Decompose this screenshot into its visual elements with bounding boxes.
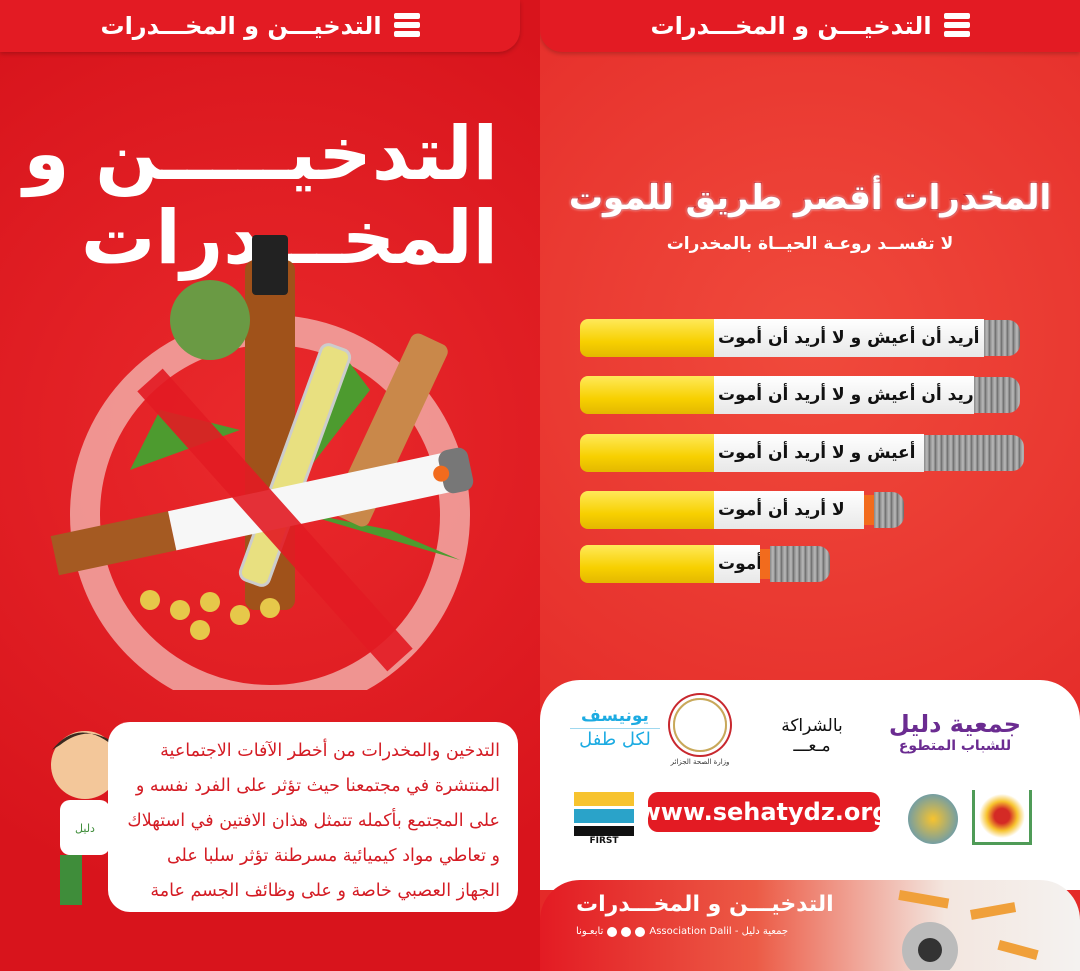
description-box: التدخين والمخدرات من أخطر الآفات الاجتما… [108,722,518,912]
unicef-logo: يونيسف لكل طفل [570,706,660,750]
cigarette-5: أموت [580,545,830,583]
bottle-cap [252,235,288,295]
follow-us: جمعية دليل - Association Dalil تابعـونا [576,926,788,937]
partnership-label: بالشراكة مـعـــ [772,716,852,756]
left-panel: التدخيـــن و المخـــدرات التدخيـــــن و … [0,0,540,971]
facebook-icon[interactable] [607,926,618,937]
sehaty-logo: FIRST [574,792,634,852]
cigarette-3: أعيش و لا أريد أن أموت [580,434,1024,472]
sehaty-first-logo [393,11,420,41]
ash [924,435,1024,471]
cigarette-text: أعيش و لا أريد أن أموت [714,434,924,472]
cigarette-filter [580,545,714,583]
cigarette-text: أنا أريد أن أعيش و لا أريد أن أموت [714,319,1004,357]
right-panel: التدخيـــن و المخـــدرات المخدرات أقصر ط… [540,0,1080,971]
dalil-logo: جمعية دليل للشباب المتطوع [870,710,1040,754]
cigarette-2: أريد أن أعيش و لا أريد أن أموت [580,376,1020,414]
cigarette-text: أريد أن أعيش و لا أريد أن أموت [714,376,979,414]
ministry-logo: وزارة الصحة الجزائر [665,698,735,766]
cigarette-4: لا أريد أن أموت [580,491,904,529]
partnership-text: بالشراكة [781,716,843,736]
with-text: مـعـــ [793,736,831,756]
unicef-subtitle: لكل طفل [570,728,660,750]
header-bar: التدخيـــن و المخـــدرات [0,0,520,52]
cigarette-text: أموت [714,545,762,583]
dalil-subtitle: للشباب المتطوع [898,738,1012,754]
header-bar-right: التدخيـــن و المخـــدرات [540,0,1080,52]
subslogan: لا تفســد روعـة الحيــاة بالمخدرات [666,234,954,254]
cigarette-butts-image [898,890,1039,970]
cigarette-filter [580,319,714,357]
cigarette-filter [580,376,714,414]
sehaty-first-logo [943,11,970,41]
ember [864,495,874,525]
title-line-1: التدخيـــــن و [23,111,498,197]
unicef-name: يونيسف [581,706,649,726]
ash [984,320,1020,356]
header-title: التدخيـــن و المخـــدرات [100,12,382,40]
main-title: التدخيـــــن و المخـــدرات [24,112,498,280]
cigarette-1: أنا أريد أن أعيش و لا أريد أن أموت [580,319,1020,357]
youth-association-logo [972,790,1032,845]
childhood-association-logo [908,794,958,844]
website-link[interactable]: www.sehatydz.org [639,792,889,832]
follow-label: تابعـونا [576,926,604,937]
sehaty-logo-text: FIRST [589,836,619,846]
ash [770,546,830,582]
kid-mascot: دليل [51,731,119,905]
dalil-name: جمعية دليل [888,710,1022,738]
youtube-icon[interactable] [635,926,646,937]
ash [874,492,904,528]
instagram-icon[interactable] [621,926,632,937]
cigarette-text: لا أريد أن أموت [714,491,864,529]
cigarette [50,447,474,576]
cigarette-filter [580,491,714,529]
cigarette-filter [580,434,714,472]
header-title: التدخيـــن و المخـــدرات [650,12,932,40]
pills [140,590,280,640]
no-smoking-illustration [50,235,474,690]
partners-section: جمعية دليل للشباب المتطوع بالشراكة مـعــ… [540,680,1080,890]
kid-shirt-text: دليل [75,822,95,835]
ember [760,549,770,579]
association-name: جمعية دليل - Association Dalil [649,926,789,937]
prohibition-slash [137,368,413,672]
footer-title: التدخيـــن و المخـــدرات [576,892,834,917]
poppy-icon [170,280,250,360]
slogan: المخدرات أقصر طريق للموت [568,177,1052,219]
ministry-name: وزارة الصحة الجزائر [670,758,730,766]
footer: التدخيـــن و المخـــدرات جمعية دليل - As… [540,880,1080,971]
ash [974,377,1020,413]
